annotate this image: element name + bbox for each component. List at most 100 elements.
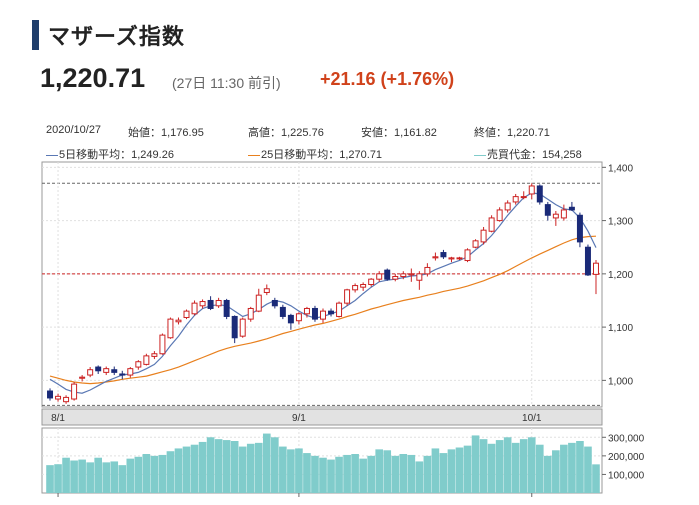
current-price: 1,220.71: [40, 63, 146, 93]
volume-bar: [535, 444, 544, 493]
stat-date: 2020/10/27: [46, 124, 102, 136]
volume-bar: [238, 446, 247, 493]
candle-body: [111, 369, 118, 373]
candle-body: [87, 369, 94, 376]
candle-body: [512, 196, 519, 203]
candle-body: [295, 313, 302, 322]
volume-bar: [110, 461, 119, 493]
candle-body: [360, 284, 367, 288]
candle-body: [464, 249, 471, 262]
volume-bar: [62, 457, 70, 493]
volume-bar: [439, 453, 448, 493]
stat-high: 高値：1,225.76: [248, 127, 324, 139]
volume-bar: [391, 455, 400, 493]
legend-ma5-label: 5日移動平均：1,249.26: [59, 149, 174, 161]
candle-body: [456, 257, 463, 260]
volume-bar: [303, 453, 311, 493]
volume-bar: [222, 440, 231, 493]
volume-bar: [511, 442, 520, 493]
volume-bar: [150, 455, 159, 493]
volume-bar: [327, 459, 335, 493]
volume-bar: [455, 447, 464, 493]
candle-body: [271, 299, 278, 307]
stat-low: 安値：1,161.82: [361, 127, 437, 139]
volume-bar: [271, 437, 279, 493]
volume-bar: [126, 458, 135, 493]
candle-body: [480, 229, 487, 243]
candle-body: [576, 214, 583, 243]
volume-bar: [118, 465, 127, 493]
candle-body: [311, 307, 318, 320]
ma25-line: [49, 235, 597, 385]
candle-body: [504, 202, 511, 211]
volume-bar: [519, 439, 528, 493]
price-tick-label: 1,200: [608, 270, 633, 281]
ma25-swatch: [248, 154, 260, 156]
volume-bar: [592, 464, 600, 493]
candle-body: [544, 204, 551, 216]
volume-bar: [86, 462, 94, 493]
candle-body: [488, 217, 495, 232]
volume-bar: [431, 448, 440, 493]
volume-bar: [190, 444, 199, 493]
candle-body: [303, 307, 310, 315]
volume-bar: [503, 437, 512, 493]
candle-body: [320, 310, 326, 320]
candle-body: [231, 315, 238, 339]
volume-bar: [182, 446, 191, 493]
candle-body: [199, 301, 206, 307]
candle-body: [584, 246, 591, 276]
candle-body: [552, 213, 559, 219]
candle-body: [344, 289, 351, 304]
candle-body: [384, 269, 391, 280]
price-tick-label: 1,000: [608, 376, 633, 387]
volume-bar: [166, 451, 175, 493]
candle-body: [368, 278, 375, 286]
volume-bar: [495, 440, 504, 493]
candle-body: [255, 294, 262, 312]
candle-body: [223, 299, 230, 317]
candle-body: [392, 276, 399, 280]
candle-body: [207, 299, 214, 309]
candle-body: [568, 206, 575, 211]
volume-bar: [206, 437, 215, 493]
volume-bar: [214, 439, 223, 493]
candle-body: [55, 395, 62, 400]
volume-bar: [375, 449, 384, 493]
ma5-swatch: [46, 154, 58, 156]
candle-body: [376, 273, 383, 280]
candle-body: [520, 196, 527, 199]
x-tick-label: 8/1: [51, 413, 65, 424]
volume-bar: [527, 437, 536, 493]
volume-bar: [174, 448, 183, 493]
volume-tick-label: 200,000: [608, 452, 645, 463]
volume-bar: [287, 449, 295, 493]
candle-body: [79, 376, 86, 379]
volume-bar: [560, 444, 568, 493]
candle-body: [167, 318, 174, 339]
volume-bar: [198, 441, 207, 493]
volume-bar: [367, 455, 375, 493]
candle-body: [528, 185, 535, 195]
candle-body: [536, 185, 543, 203]
volume-bar: [295, 448, 303, 493]
candle-body: [103, 368, 110, 373]
stat-close: 終値：1,220.71: [474, 127, 550, 139]
candle-body: [263, 288, 270, 293]
stat-open: 始値：1,176.95: [128, 127, 204, 139]
volume-bar: [102, 462, 111, 493]
legend-ma25: 25日移動平均：1,270.71: [248, 146, 382, 162]
volume-bar: [254, 442, 263, 493]
legend-volume: 売買代金：154,258: [474, 146, 582, 162]
volume-bar: [552, 450, 560, 493]
volume-tick-label: 300,000: [608, 433, 645, 444]
candle-body: [287, 314, 294, 324]
volume-bar: [94, 457, 103, 493]
volume-bar: [568, 442, 576, 493]
volume-bar: [471, 435, 480, 493]
candle-body: [328, 310, 335, 315]
volume-bar: [383, 450, 392, 493]
candle-body: [432, 256, 439, 259]
title-accent-bar: [32, 20, 39, 50]
candle-body: [336, 302, 343, 317]
